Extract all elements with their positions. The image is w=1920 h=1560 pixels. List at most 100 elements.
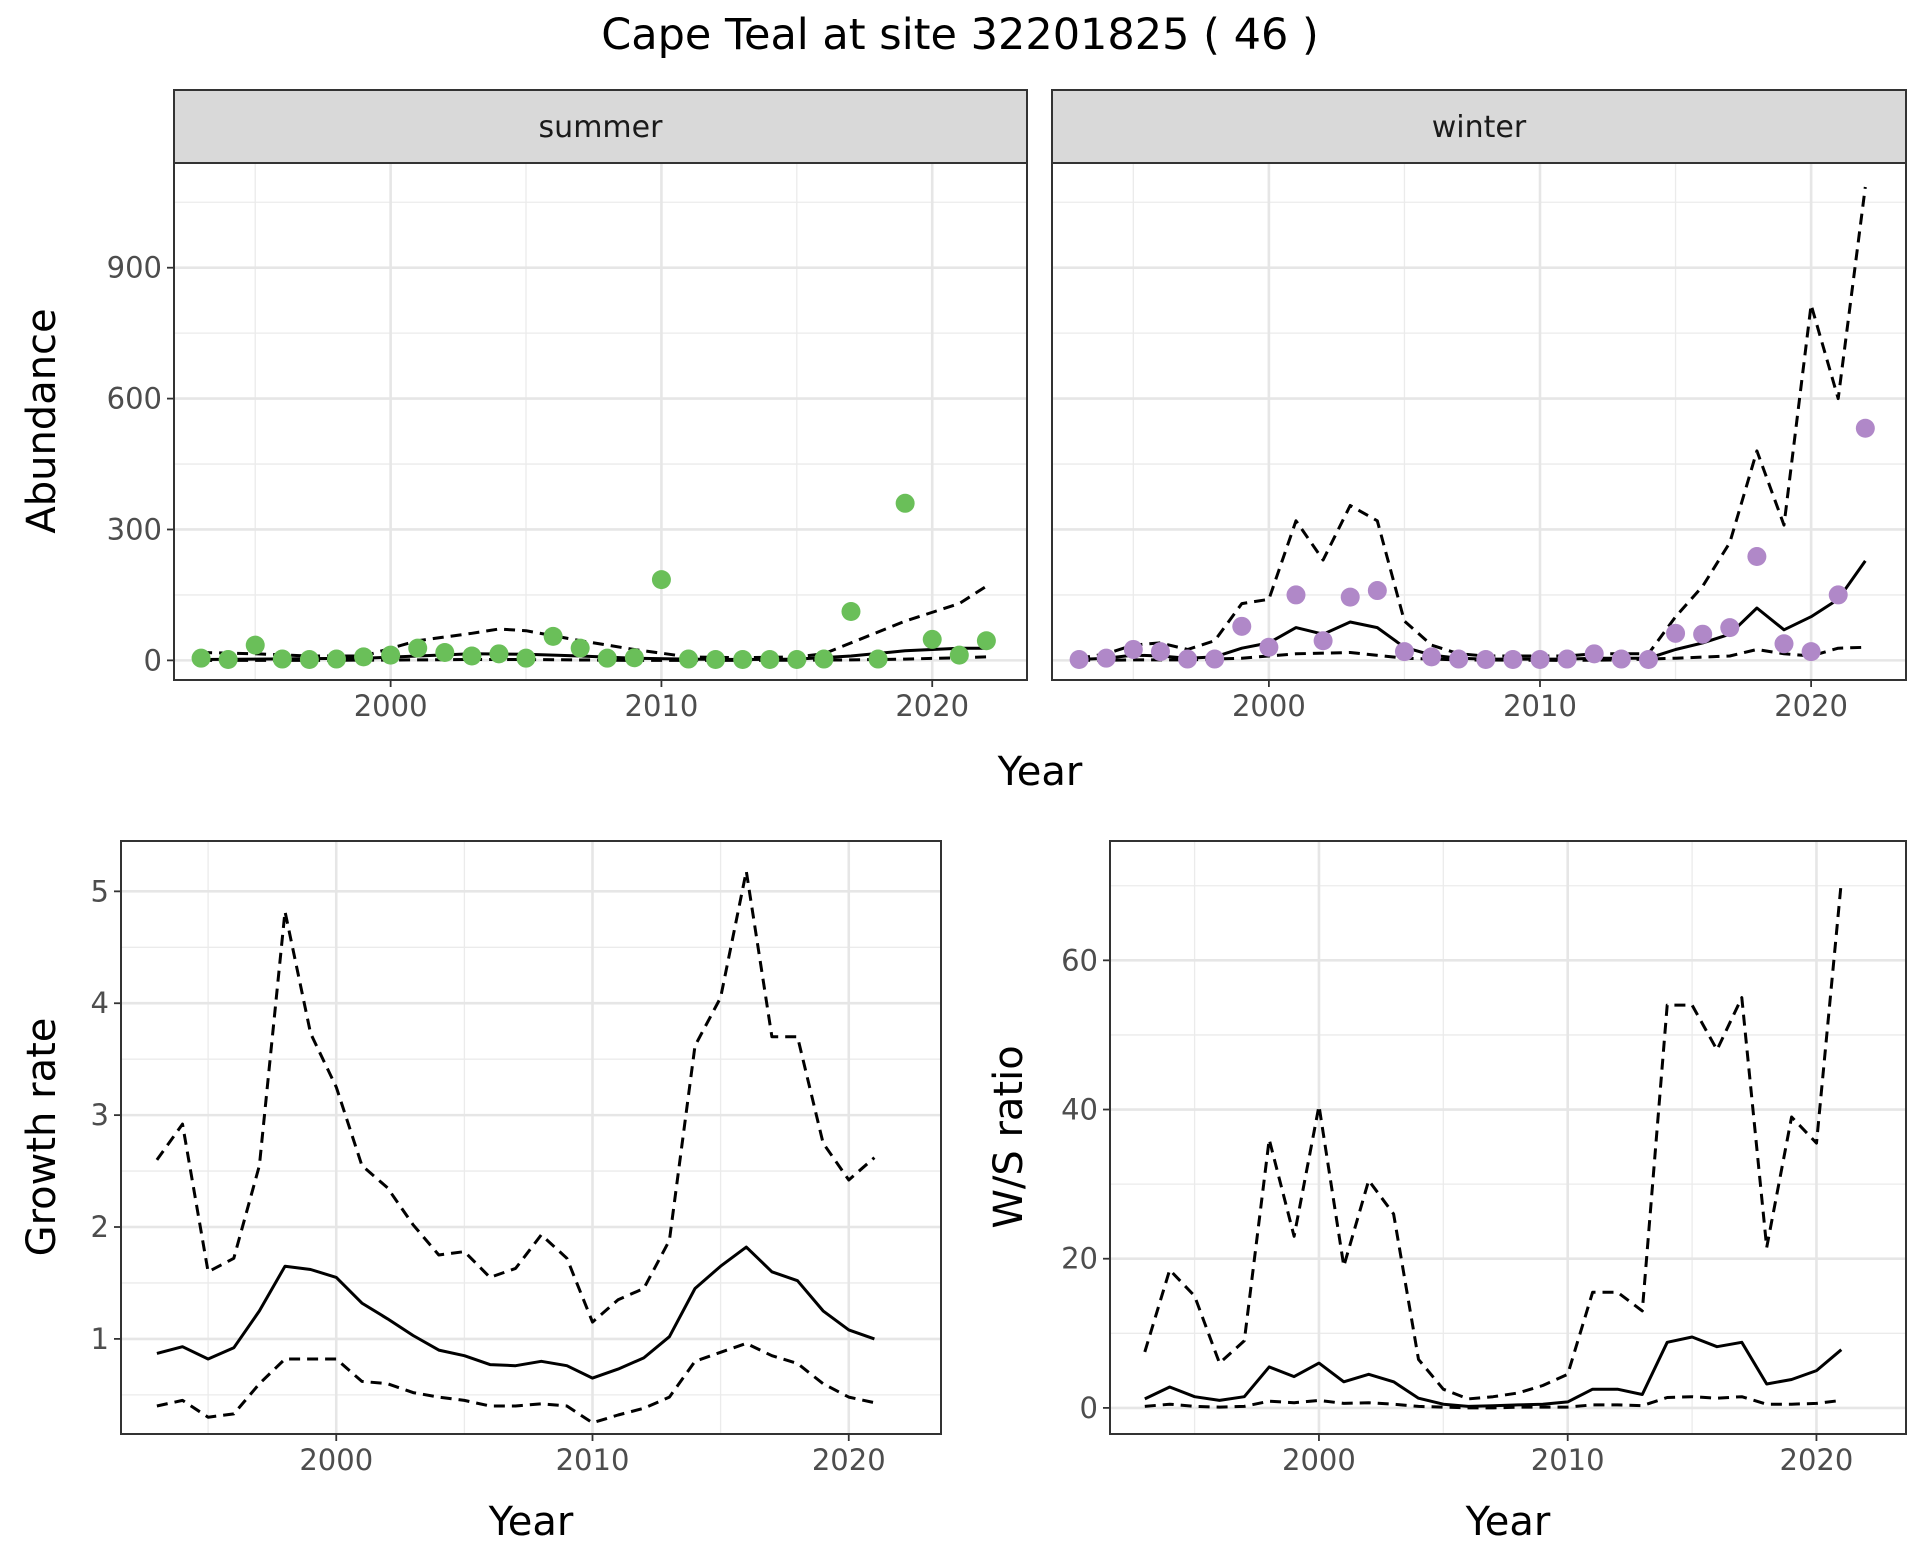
- data-point: [1828, 585, 1848, 605]
- data-point: [462, 646, 482, 666]
- panel-border: [120, 840, 942, 1435]
- y-tick-label: 20: [1061, 1242, 1098, 1276]
- data-point: [1801, 642, 1821, 662]
- data-point: [624, 648, 644, 668]
- data-point: [570, 638, 590, 658]
- facet-label: winter: [1432, 110, 1527, 145]
- data-point: [787, 649, 807, 669]
- y-tick-label: 40: [1061, 1093, 1098, 1127]
- x-tick-label: 2000: [1232, 689, 1306, 723]
- chart-title: Cape Teal at site 32201825 ( 46 ): [601, 10, 1319, 60]
- y-tick-label: 900: [107, 251, 162, 285]
- plot-background: [174, 163, 1027, 680]
- data-point: [1476, 649, 1496, 669]
- y-tick-label: 2: [91, 1210, 109, 1244]
- data-point: [1638, 649, 1658, 669]
- data-point: [245, 635, 265, 655]
- y-tick-label: 4: [91, 986, 109, 1020]
- data-point: [706, 649, 726, 669]
- data-point: [1720, 618, 1740, 638]
- data-point: [651, 570, 671, 590]
- x-tick-label: 2000: [354, 689, 428, 723]
- facet-summer: summer 2000 2010 2020 0 300 600 900: [107, 89, 1028, 723]
- ws-ratio-panel: 2000 2010 2020 0 20 40 60 Year W/S ratio: [986, 840, 1907, 1545]
- data-point: [1340, 587, 1360, 607]
- y-tick-label: 5: [91, 874, 109, 908]
- data-point: [435, 643, 455, 663]
- facet-strip: [173, 89, 1028, 164]
- data-point: [1449, 649, 1469, 669]
- data-point: [489, 644, 509, 664]
- data-point: [1422, 647, 1442, 667]
- plot-background: [1110, 841, 1906, 1434]
- data-point: [949, 645, 969, 665]
- data-point: [408, 638, 428, 658]
- data-point: [1205, 649, 1225, 669]
- data-point: [543, 626, 563, 646]
- data-point: [1150, 642, 1170, 662]
- data-point: [272, 649, 292, 669]
- y-axis-title: Growth rate: [19, 1018, 65, 1257]
- y-tick-label: 600: [107, 382, 162, 416]
- panel-border: [1109, 840, 1907, 1435]
- x-tick-label: 2010: [556, 1443, 630, 1477]
- y-tick-label: 300: [107, 512, 162, 546]
- y-tick-label: 3: [91, 1098, 109, 1132]
- y-tick-label: 60: [1061, 943, 1098, 977]
- y-axis-title: W/S ratio: [986, 1045, 1032, 1228]
- data-point: [1313, 631, 1333, 651]
- x-tick-label: 2020: [1774, 689, 1848, 723]
- upper-line: [1143, 881, 1843, 1401]
- data-point: [922, 629, 942, 649]
- facet-strip: [1051, 89, 1907, 164]
- data-point: [1259, 637, 1279, 657]
- data-point: [1367, 581, 1387, 601]
- x-tick-label: 2020: [812, 1443, 886, 1477]
- data-point: [1069, 649, 1089, 669]
- facet-label: summer: [539, 110, 664, 145]
- data-point: [841, 602, 861, 622]
- data-point: [597, 648, 617, 668]
- data-point: [868, 649, 888, 669]
- estimate-line: [1144, 1335, 1843, 1408]
- y-tick-label: 0: [144, 643, 162, 677]
- x-axis-title: Year: [1465, 1499, 1551, 1545]
- abundance-panels: summer 2000 2010 2020 0 300 600 900 winter 2000 20…: [19, 89, 1907, 795]
- y-tick-label: 1: [91, 1322, 109, 1356]
- lower-line: [156, 1341, 875, 1425]
- x-tick-label: 2020: [895, 689, 969, 723]
- lower-line: [1144, 1395, 1842, 1410]
- x-tick-label: 2010: [1503, 689, 1577, 723]
- x-axis-title: Year: [488, 1499, 574, 1545]
- data-point: [1232, 616, 1252, 636]
- data-point: [381, 645, 401, 665]
- x-axis-title: Year: [997, 749, 1083, 795]
- data-point: [1096, 648, 1116, 668]
- data-point: [1855, 418, 1875, 438]
- plot-background: [121, 841, 941, 1434]
- x-tick-label: 2020: [1780, 1443, 1854, 1477]
- data-point: [976, 631, 996, 651]
- data-point: [733, 649, 753, 669]
- x-tick-label: 2010: [1531, 1443, 1605, 1477]
- data-point: [1693, 624, 1713, 644]
- data-point: [1557, 649, 1577, 669]
- y-axis-title: Abundance: [19, 308, 65, 533]
- data-point: [218, 649, 238, 669]
- data-point: [814, 649, 834, 669]
- x-tick-label: 2010: [625, 689, 699, 723]
- growth-rate-panel: 2000 2010 2020 1 2 3 4 5 Year Growth rate: [19, 840, 942, 1545]
- data-point: [1747, 547, 1767, 567]
- data-point: [1123, 639, 1143, 659]
- y-tick-label: 0: [1080, 1391, 1098, 1425]
- upper-line: [155, 869, 876, 1324]
- data-point: [1503, 649, 1523, 669]
- x-tick-label: 2000: [1282, 1443, 1356, 1477]
- upper-bound-line: [1078, 186, 1867, 660]
- estimate-line: [156, 1245, 875, 1380]
- data-point: [679, 649, 699, 669]
- data-point: [1611, 649, 1631, 669]
- data-point: [354, 647, 374, 667]
- data-point: [516, 648, 536, 668]
